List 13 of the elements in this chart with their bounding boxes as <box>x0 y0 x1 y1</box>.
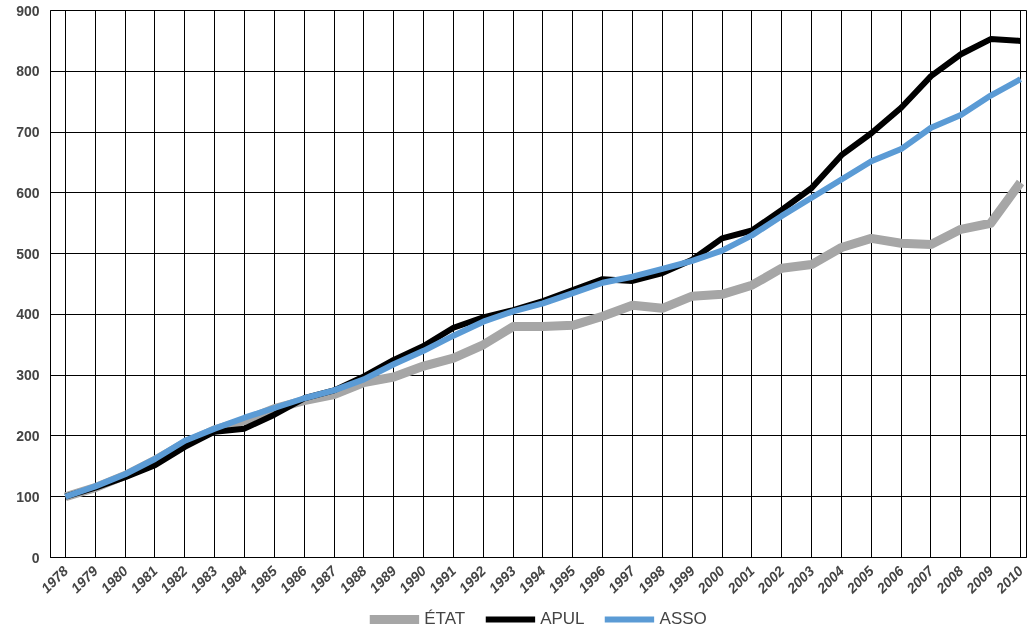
y-tick-label: 500 <box>16 245 40 262</box>
y-tick-label: 800 <box>16 63 40 80</box>
y-tick-label: 900 <box>16 2 40 19</box>
y-tick-label: 100 <box>16 488 40 505</box>
legend-label: APUL <box>540 609 585 629</box>
legend-label: ÉTAT <box>424 609 466 629</box>
y-tick-label: 0 <box>31 549 40 566</box>
y-tick-label: 200 <box>16 427 40 444</box>
y-tick-label: 700 <box>16 124 40 141</box>
y-tick-label: 600 <box>16 184 40 201</box>
y-tick-label: 400 <box>16 306 40 323</box>
y-tick-label: 300 <box>16 367 40 384</box>
legend-label: ASSO <box>659 609 707 629</box>
